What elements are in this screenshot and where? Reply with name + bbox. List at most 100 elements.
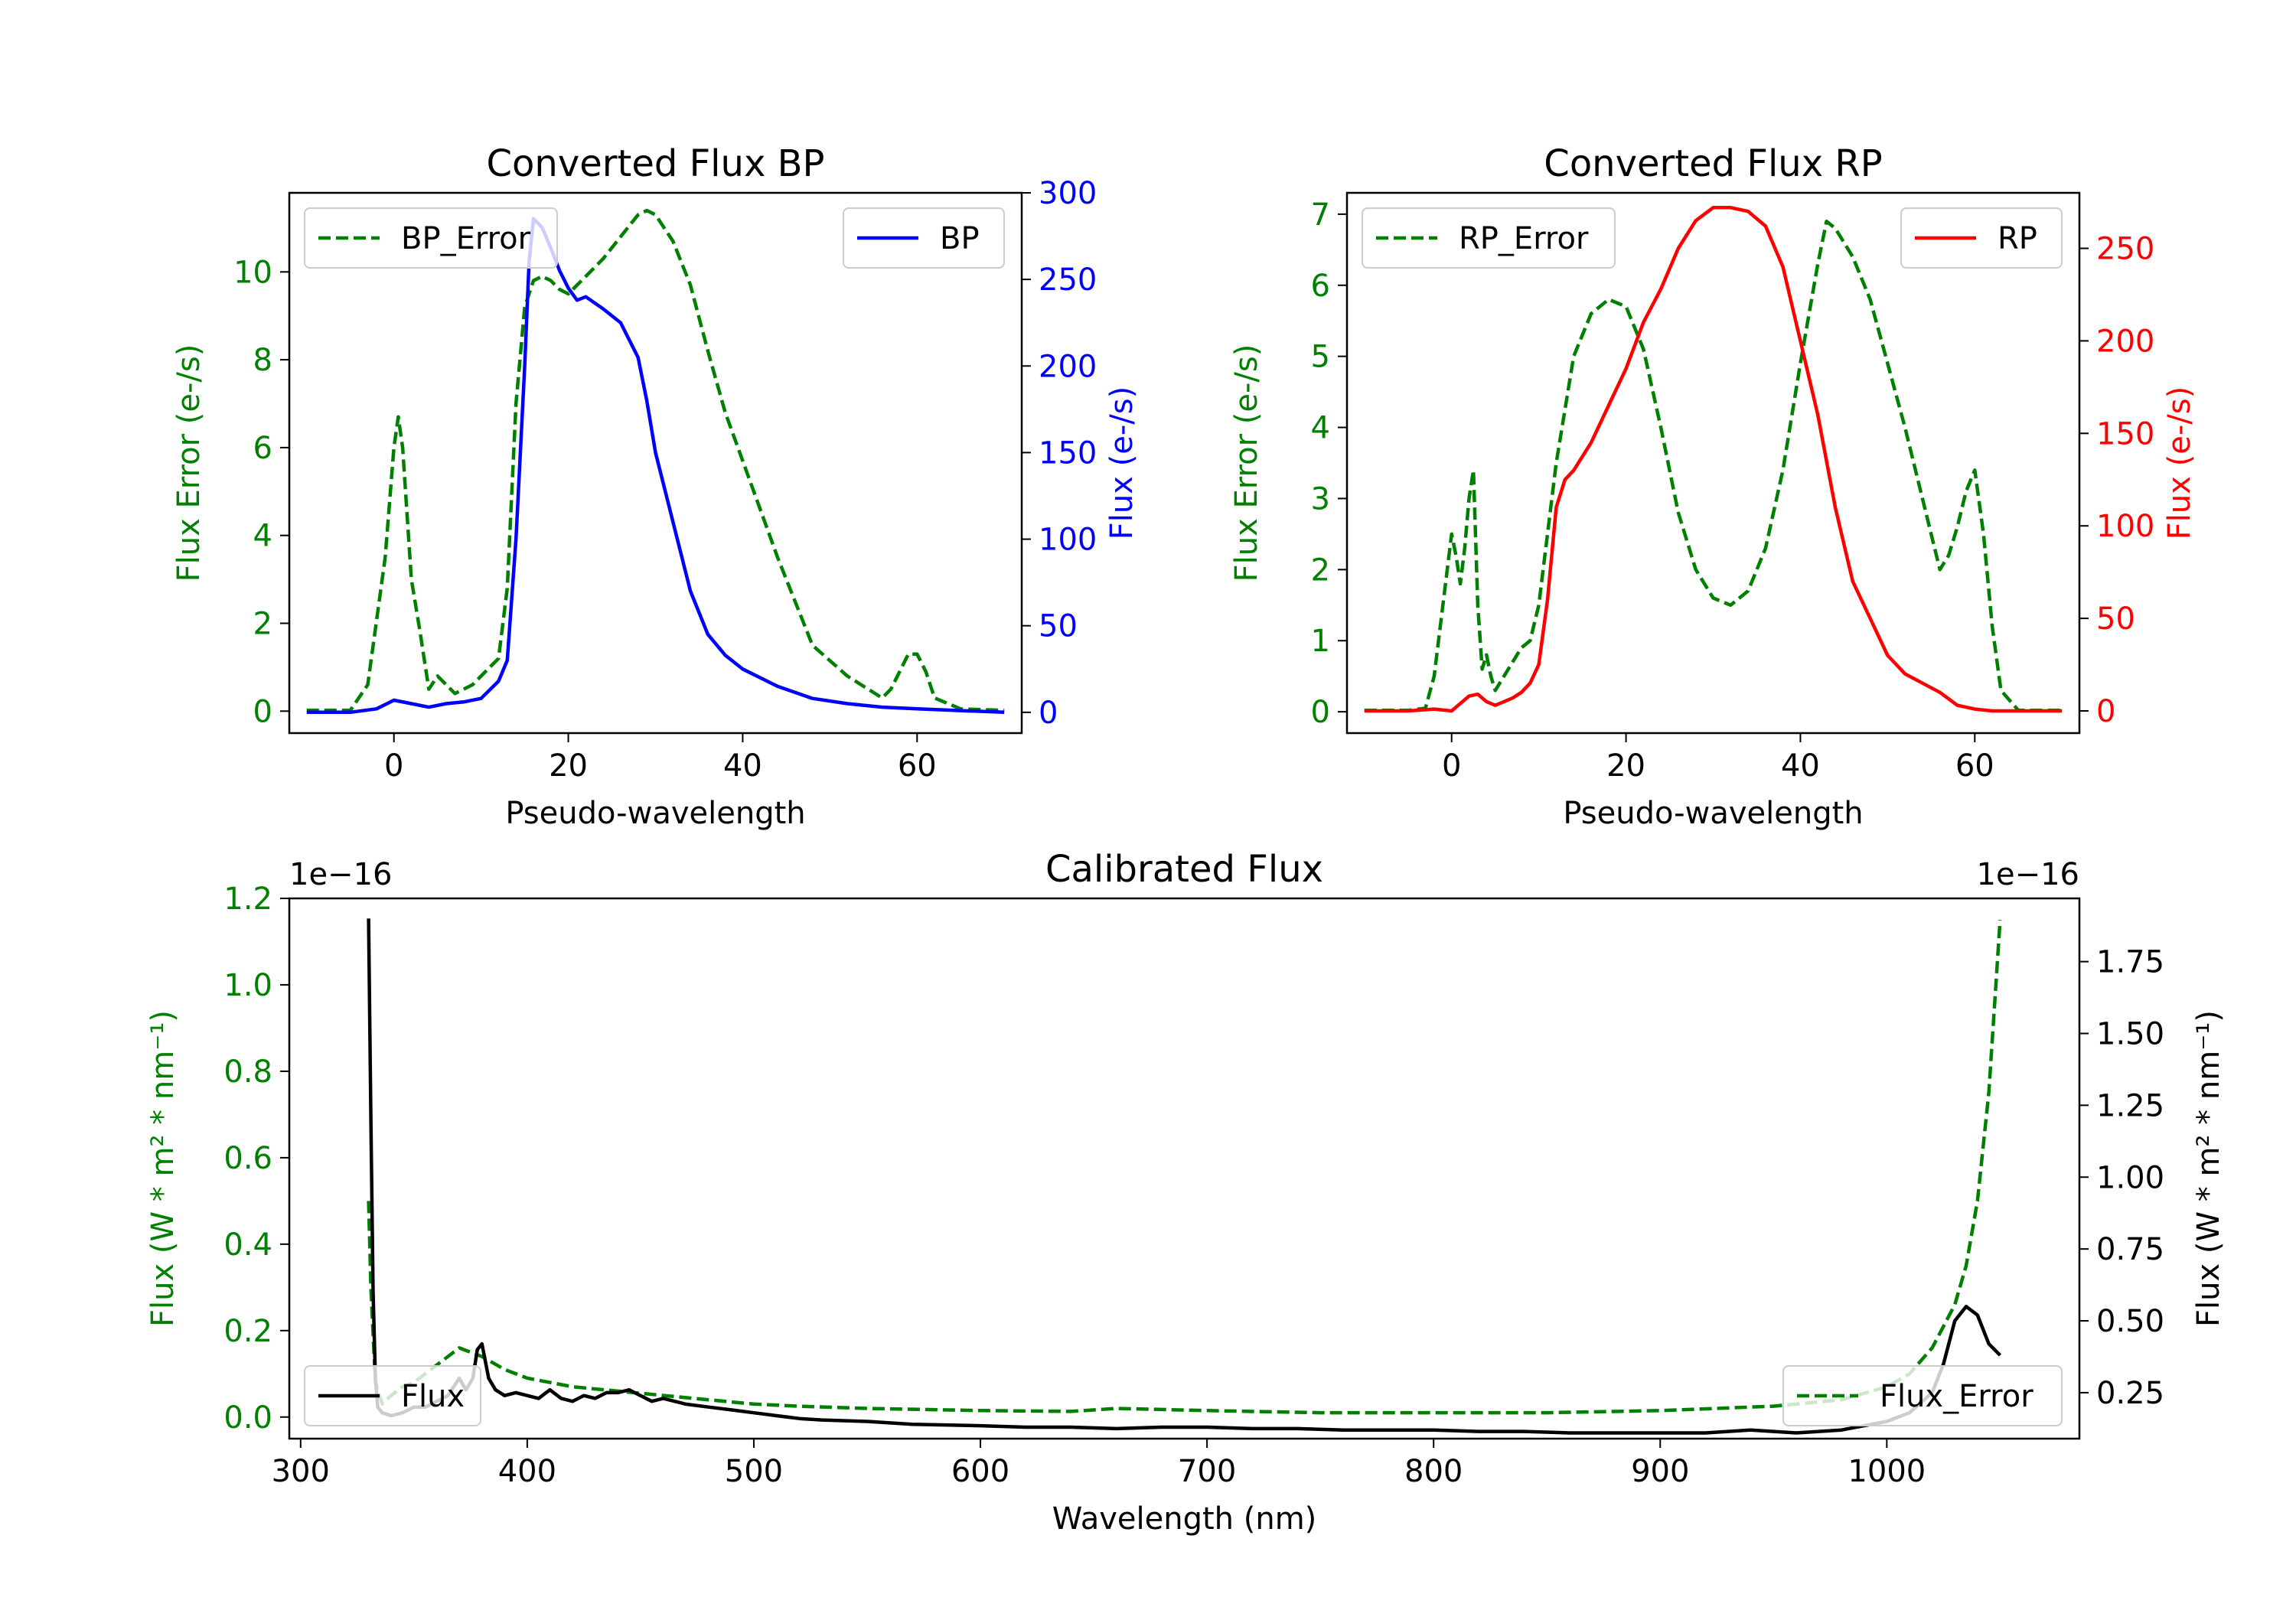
cal-left-tick-label: 0.2 bbox=[223, 1314, 272, 1349]
cal-left-tick-label: 1.2 bbox=[223, 882, 272, 917]
rp-series-rp-error-line bbox=[1364, 219, 2063, 712]
bp-legend-box bbox=[304, 207, 558, 269]
rp-legend-box bbox=[1900, 207, 2063, 269]
rp-chart: 0 20 40 60 0 1 2 3 4 5 6 7 0 50 100 150 200 250 Converted … bbox=[1229, 142, 2197, 831]
rp-right-tick-label: 200 bbox=[2096, 324, 2154, 359]
rp-legend-rp: RP bbox=[1900, 207, 2063, 269]
cal-left-tick-label: 0.8 bbox=[223, 1054, 272, 1090]
bp-x-axis-label: Pseudo-wavelength bbox=[505, 796, 805, 831]
bp-right-tick-label: 150 bbox=[1039, 435, 1097, 471]
bp-left-tick-label: 2 bbox=[253, 607, 272, 642]
rp-right-tick-label: 250 bbox=[2096, 232, 2154, 267]
cal-x-tick-label: 600 bbox=[951, 1454, 1009, 1489]
cal-right-tick-label: 1.00 bbox=[2096, 1160, 2164, 1195]
cal-legend-flux: Flux bbox=[304, 1365, 481, 1426]
rp-left-tick-label: 3 bbox=[1311, 481, 1330, 517]
rp-left-tick-label: 6 bbox=[1311, 269, 1330, 304]
bp-right-tick-label: 300 bbox=[1039, 176, 1097, 211]
cal-chart: 300 400 500 600 700 800 900 1000 0.0 0.2 0.4 0.6 0.8… bbox=[145, 848, 2226, 1537]
rp-right-tick-label: 0 bbox=[2096, 694, 2115, 729]
rp-right-axis-label: Flux (e-/s) bbox=[2162, 386, 2197, 539]
cal-x-tick-label: 800 bbox=[1404, 1454, 1463, 1489]
bp-x-tick-label: 60 bbox=[898, 748, 937, 784]
bp-right-tick-label: 50 bbox=[1039, 609, 1078, 644]
bp-left-tick-label: 10 bbox=[233, 255, 272, 290]
cal-x-tick-label: 500 bbox=[725, 1454, 783, 1489]
rp-left-tick-label: 7 bbox=[1311, 197, 1330, 233]
rp-x-tick-label: 0 bbox=[1442, 748, 1461, 784]
bp-series-bp-error-line bbox=[306, 208, 1005, 712]
rp-right-tick-label: 100 bbox=[2096, 509, 2154, 544]
bp-right-tick-label: 250 bbox=[1039, 262, 1097, 298]
bp-legend-bp: BP bbox=[843, 207, 1005, 269]
cal-right-tick-label: 0.50 bbox=[2096, 1304, 2164, 1339]
bp-x-tick-label: 20 bbox=[549, 748, 588, 784]
cal-right-tick-label: 1.25 bbox=[2096, 1088, 2164, 1123]
bp-left-axis-label: Flux Error (e-/s) bbox=[171, 344, 207, 582]
bp-right-tick-label: 0 bbox=[1039, 696, 1058, 731]
rp-title: Converted Flux RP bbox=[1544, 142, 1882, 185]
cal-legend-box bbox=[304, 1365, 481, 1426]
bp-legend-label: BP_Error bbox=[401, 221, 531, 256]
rp-right-tick-label: 50 bbox=[2096, 601, 2135, 637]
bp-series-bp-line bbox=[306, 217, 1005, 715]
cal-x-axis-label: Wavelength (nm) bbox=[1052, 1501, 1317, 1537]
rp-left-tick-label: 4 bbox=[1311, 411, 1330, 446]
bp-left-tick-label: 4 bbox=[253, 519, 272, 554]
cal-left-tick-label: 0.4 bbox=[223, 1227, 272, 1263]
rp-legend-label: RP_Error bbox=[1459, 221, 1589, 256]
rp-legend-box bbox=[1362, 207, 1616, 269]
cal-left-tick-label: 0.6 bbox=[223, 1141, 272, 1176]
cal-title: Calibrated Flux bbox=[1045, 848, 1323, 891]
bp-x-tick-label: 40 bbox=[723, 748, 762, 784]
rp-plot-frame bbox=[1345, 191, 2081, 735]
rp-legend-rp-error: RP_Error bbox=[1362, 207, 1616, 269]
rp-right-tick-label: 150 bbox=[2096, 416, 2154, 451]
cal-plot-frame bbox=[288, 897, 2081, 1440]
cal-right-tick-label: 1.50 bbox=[2096, 1017, 2164, 1052]
rp-x-axis-label: Pseudo-wavelength bbox=[1563, 796, 1863, 831]
bp-right-axis-label: Flux (e-/s) bbox=[1104, 386, 1140, 539]
rp-x-tick-label: 60 bbox=[1955, 748, 1994, 784]
rp-left-tick-label: 0 bbox=[1311, 695, 1330, 730]
bp-legend-label: BP bbox=[940, 221, 980, 256]
bp-left-tick-label: 6 bbox=[253, 431, 272, 466]
bp-legend-bp-error: BP_Error bbox=[304, 207, 558, 269]
cal-x-tick-label: 300 bbox=[272, 1454, 330, 1489]
cal-left-offset-text: 1e−16 bbox=[289, 857, 392, 892]
rp-left-axis-label: Flux Error (e-/s) bbox=[1229, 344, 1264, 582]
cal-x-tick-label: 400 bbox=[498, 1454, 556, 1489]
cal-right-tick-label: 0.25 bbox=[2096, 1376, 2164, 1411]
cal-right-offset-text: 1e−16 bbox=[1977, 857, 2079, 892]
cal-left-axis-label: Flux (W * m² * nm⁻¹) bbox=[145, 1010, 181, 1327]
rp-x-tick-label: 40 bbox=[1781, 748, 1820, 784]
bp-title: Converted Flux BP bbox=[487, 142, 825, 185]
bp-legend-box bbox=[843, 207, 1005, 269]
rp-left-tick-label: 5 bbox=[1311, 340, 1330, 375]
rp-x-tick-label: 20 bbox=[1606, 748, 1645, 784]
cal-legend-label: Flux_Error bbox=[1880, 1379, 2033, 1414]
bp-plot-frame bbox=[288, 191, 1023, 735]
cal-right-tick-label: 0.75 bbox=[2096, 1232, 2164, 1267]
rp-legend-label: RP bbox=[1998, 221, 2037, 256]
cal-legend-flux-error: Flux_Error bbox=[1782, 1365, 2063, 1426]
cal-x-tick-label: 900 bbox=[1631, 1454, 1689, 1489]
cal-left-tick-label: 0.0 bbox=[223, 1400, 272, 1436]
rp-left-tick-label: 1 bbox=[1311, 624, 1330, 659]
cal-x-tick-label: 700 bbox=[1178, 1454, 1236, 1489]
bp-chart: 0 20 40 600246810050100150200250300Converte… bbox=[171, 142, 1140, 831]
bp-right-tick-label: 200 bbox=[1039, 349, 1097, 384]
cal-right-tick-label: 1.75 bbox=[2096, 945, 2164, 980]
rp-left-tick-label: 2 bbox=[1311, 553, 1330, 588]
rp-series-rp-line bbox=[1364, 206, 2063, 713]
cal-legend-label: Flux bbox=[401, 1379, 465, 1414]
cal-legend-box bbox=[1782, 1365, 2063, 1426]
bp-x-tick-label: 0 bbox=[384, 748, 403, 784]
bp-left-tick-label: 8 bbox=[253, 343, 272, 378]
bp-left-tick-label: 0 bbox=[253, 694, 272, 729]
cal-x-tick-label: 1000 bbox=[1848, 1454, 1926, 1489]
cal-right-axis-label: Flux (W * m² * nm⁻¹) bbox=[2191, 1010, 2226, 1327]
cal-left-tick-label: 1.0 bbox=[223, 968, 272, 1003]
bp-right-tick-label: 100 bbox=[1039, 523, 1097, 558]
